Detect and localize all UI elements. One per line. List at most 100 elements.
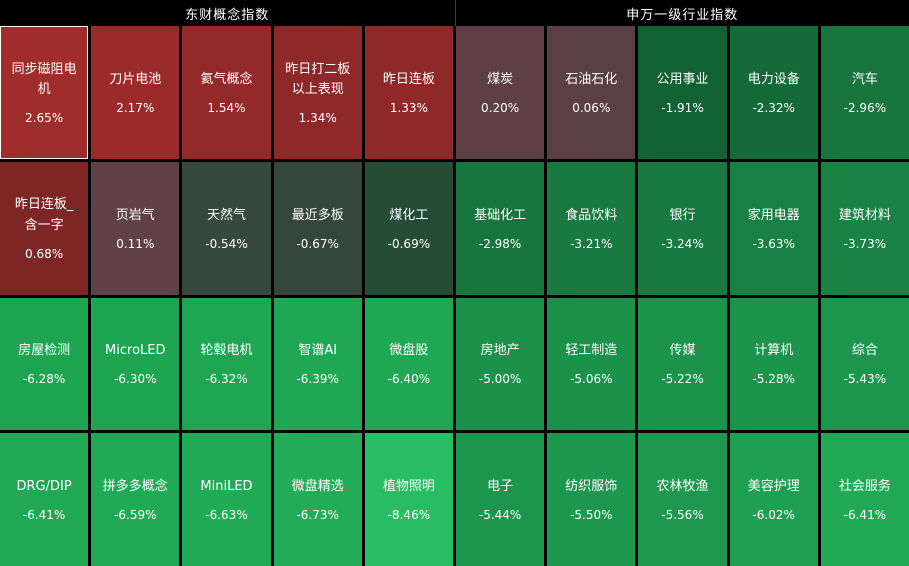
heatmap-tile[interactable]: 农林牧渔 -5.56% <box>638 433 727 566</box>
tile-name: 植物照明 <box>382 479 435 495</box>
tile-value: -6.39% <box>296 372 339 387</box>
section-headers: 东财概念指数 申万一级行业指数 <box>0 0 909 26</box>
heatmap-tile[interactable]: 氦气概念 1.54% <box>182 26 271 159</box>
tile-name: MiniLED <box>200 479 253 495</box>
tile-value: -6.73% <box>296 508 339 523</box>
tile-value: -8.46% <box>387 508 431 523</box>
tile-value: -3.24% <box>661 236 704 251</box>
heatmap-tile[interactable]: 同步磁阻电机 2.65% <box>0 26 89 159</box>
tile-value: -0.67% <box>296 236 339 251</box>
heatmap-tile[interactable]: 食品饮料 -3.21% <box>547 161 636 295</box>
heatmap-tile[interactable]: 社会服务 -6.41% <box>820 433 909 566</box>
tile-value: 0.68% <box>25 246 64 261</box>
tile-value: -5.44% <box>478 508 522 523</box>
heatmap-tile[interactable]: 拼多多概念 -6.59% <box>91 433 180 566</box>
heatmap-tile[interactable]: 最近多板 -0.67% <box>273 161 362 295</box>
tile-value: -6.32% <box>205 372 248 387</box>
tile-value: -6.41% <box>843 508 887 523</box>
heatmap-tile[interactable]: 电力设备 -2.32% <box>729 26 818 159</box>
tile-name: 昨日打二板以上表现 <box>285 61 351 97</box>
heatmap-tile[interactable]: 智谱AI -6.39% <box>273 297 362 431</box>
heatmap-tile[interactable]: 公用事业 -1.91% <box>638 26 727 159</box>
tile-value: -5.06% <box>570 372 613 387</box>
tile-name: 建筑材料 <box>838 207 891 223</box>
tile-name: 智谱AI <box>298 343 338 359</box>
tile-value: 2.17% <box>116 100 155 115</box>
tile-name: 公用事业 <box>656 71 709 87</box>
heatmap-tile[interactable]: 汽车 -2.96% <box>820 26 909 159</box>
heatmap-tile[interactable]: 植物照明 -8.46% <box>364 433 453 566</box>
heatmap-tile[interactable]: MicroLED -6.30% <box>91 297 180 431</box>
heatmap-tile[interactable]: 纺织服饰 -5.50% <box>547 433 636 566</box>
tile-name: 轻工制造 <box>565 343 618 359</box>
tile-name: 昨日连板_含一字 <box>14 197 74 233</box>
tile-name: 美容护理 <box>747 479 800 495</box>
tile-name: 社会服务 <box>838 479 891 495</box>
tile-name: 页岩气 <box>115 207 155 223</box>
section-header-industry-index: 申万一级行业指数 <box>454 0 909 26</box>
heatmap-grid: 同步磁阻电机 2.65% 刀片电池 2.17% 氦气概念 1.54% 昨日打二板以上表现 1.… <box>0 26 909 566</box>
heatmap-tile[interactable]: 家用电器 -3.63% <box>729 161 818 295</box>
tile-value: 1.33% <box>389 100 428 115</box>
tile-name: MicroLED <box>105 343 166 359</box>
tile-value: 0.06% <box>572 100 611 115</box>
tile-value: -6.28% <box>22 372 66 387</box>
tile-value: 1.34% <box>298 111 337 126</box>
tile-name: 微盘股 <box>389 343 429 359</box>
tile-name: DRG/DIP <box>16 479 72 495</box>
tile-name: 房地产 <box>480 343 520 359</box>
heatmap-tile[interactable]: 电子 -5.44% <box>455 433 545 566</box>
heatmap-tile[interactable]: 轻工制造 -5.06% <box>547 297 636 431</box>
heatmap-tile[interactable]: 基础化工 -2.98% <box>455 161 545 295</box>
heatmap-tile[interactable]: 昨日打二板以上表现 1.34% <box>273 26 362 159</box>
heatmap-tile[interactable]: 煤化工 -0.69% <box>364 161 453 295</box>
tile-name: 刀片电池 <box>109 71 162 87</box>
heatmap-tile[interactable]: 银行 -3.24% <box>638 161 727 295</box>
heatmap-tile[interactable]: 房地产 -5.00% <box>455 297 545 431</box>
tile-value: 0.11% <box>116 236 155 251</box>
tile-value: -5.28% <box>752 372 795 387</box>
heatmap-tile[interactable]: 石油石化 0.06% <box>547 26 636 159</box>
tile-value: -2.96% <box>843 100 887 115</box>
heatmap-tile[interactable]: 美容护理 -6.02% <box>729 433 818 566</box>
heatmap-tile[interactable]: 传媒 -5.22% <box>638 297 727 431</box>
tile-value: -5.00% <box>478 372 522 387</box>
heatmap-tile[interactable]: 建筑材料 -3.73% <box>820 161 909 295</box>
tile-value: -6.63% <box>205 508 248 523</box>
tile-name: 纺织服饰 <box>565 479 618 495</box>
tile-value: -3.21% <box>570 236 613 251</box>
heatmap-tile[interactable]: DRG/DIP -6.41% <box>0 433 89 566</box>
tile-name: 银行 <box>669 207 696 223</box>
heatmap-tile[interactable]: 昨日连板 1.33% <box>364 26 453 159</box>
tile-value: -6.30% <box>114 372 157 387</box>
tile-value: -5.56% <box>661 508 704 523</box>
heatmap-tile[interactable]: 刀片电池 2.17% <box>91 26 180 159</box>
tile-name: 最近多板 <box>291 207 344 223</box>
tile-value: -0.69% <box>387 236 431 251</box>
tile-name: 煤炭 <box>487 71 514 87</box>
tile-value: -5.22% <box>661 372 704 387</box>
tile-name: 煤化工 <box>389 207 429 223</box>
heatmap-tile[interactable]: MiniLED -6.63% <box>182 433 271 566</box>
heatmap-tile[interactable]: 天然气 -0.54% <box>182 161 271 295</box>
tile-name: 昨日连板 <box>382 71 435 87</box>
heatmap-tile[interactable]: 计算机 -5.28% <box>729 297 818 431</box>
tile-value: 0.20% <box>481 100 520 115</box>
tile-value: -3.73% <box>843 236 887 251</box>
heatmap-tile[interactable]: 页岩气 0.11% <box>91 161 180 295</box>
heatmap-tile[interactable]: 微盘精选 -6.73% <box>273 433 362 566</box>
heatmap-tile[interactable]: 昨日连板_含一字 0.68% <box>0 161 89 295</box>
tile-name: 电子 <box>487 479 514 495</box>
heatmap-tile[interactable]: 房屋检测 -6.28% <box>0 297 89 431</box>
tile-value: -6.41% <box>22 508 66 523</box>
tile-name: 房屋检测 <box>18 343 71 359</box>
tile-value: -1.91% <box>661 100 704 115</box>
heatmap-tile[interactable]: 综合 -5.43% <box>820 297 909 431</box>
tile-name: 氦气概念 <box>200 71 253 87</box>
tile-value: -5.43% <box>843 372 887 387</box>
heatmap-tile[interactable]: 轮毂电机 -6.32% <box>182 297 271 431</box>
heatmap-tile[interactable]: 煤炭 0.20% <box>455 26 545 159</box>
heatmap-tile[interactable]: 微盘股 -6.40% <box>364 297 453 431</box>
tile-value: -6.40% <box>387 372 431 387</box>
